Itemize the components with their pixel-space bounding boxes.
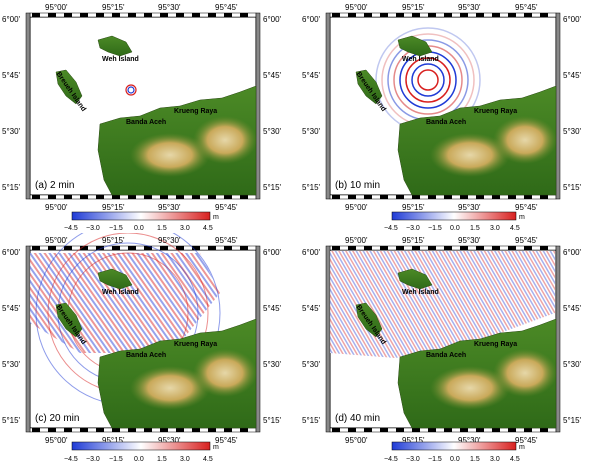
lon-tick: 95°45'	[215, 236, 238, 245]
panel-d-svg: Weh Island Breueh Island Banda Aceh Krue…	[302, 236, 582, 445]
lon-tick: 95°30'	[458, 203, 481, 212]
lat-tick: 5°15'	[302, 183, 321, 192]
lat-tick: 5°15'	[302, 416, 321, 425]
lat-tick: 6°00'	[563, 248, 582, 257]
lat-tick: 5°30'	[563, 360, 582, 369]
lat-tick: 6°00'	[563, 15, 582, 24]
lon-tick: 95°15'	[102, 203, 125, 212]
lon-tick: 95°00'	[345, 436, 368, 445]
lon-tick: 95°15'	[102, 436, 125, 445]
lat-tick: 6°00'	[2, 248, 21, 257]
lon-tick: 95°45'	[215, 203, 238, 212]
lon-tick: 95°00'	[345, 203, 368, 212]
label-weh: Weh Island	[402, 289, 439, 296]
panel-c-svg: Weh Island Breueh Island Banda Aceh Krue…	[2, 220, 282, 445]
lon-tick: 95°15'	[402, 203, 425, 212]
panel-c: Weh Island Breueh Island Banda Aceh Krue…	[0, 220, 300, 465]
lon-tick: 95°45'	[515, 3, 538, 12]
lon-tick: 95°45'	[215, 436, 238, 445]
lon-tick: 95°45'	[215, 3, 238, 12]
lat-tick: 5°30'	[263, 127, 282, 136]
lon-tick: 95°15'	[102, 236, 125, 245]
lat-tick: 5°15'	[263, 416, 282, 425]
panel-a-svg: Weh Island Breueh Island Banda Aceh Krue…	[2, 3, 282, 212]
lat-tick: 6°00'	[302, 248, 321, 257]
label-krueng: Krueng Raya	[174, 341, 217, 348]
lat-tick: 5°45'	[563, 304, 582, 313]
panel-label: (a) 2 min	[35, 180, 74, 191]
label-krueng: Krueng Raya	[474, 108, 517, 115]
lon-tick: 95°45'	[515, 236, 538, 245]
lon-tick: 95°30'	[458, 436, 481, 445]
label-weh: Weh Island	[102, 56, 139, 63]
lat-tick: 5°45'	[263, 304, 282, 313]
lon-tick: 95°30'	[158, 236, 181, 245]
label-banda: Banda Aceh	[126, 119, 166, 126]
lat-tick: 5°30'	[263, 360, 282, 369]
lon-tick: 95°00'	[45, 3, 68, 12]
lon-tick: 95°15'	[102, 3, 125, 12]
lat-tick: 5°15'	[563, 183, 582, 192]
label-weh: Weh Island	[102, 289, 139, 296]
lon-tick: 95°30'	[158, 203, 181, 212]
wave-field	[330, 251, 555, 358]
lat-tick: 5°45'	[563, 71, 582, 80]
panel-b: Weh Island Breueh Island Banda Aceh Krue…	[300, 0, 600, 232]
panel-d: Weh Island Breueh Island Banda Aceh Krue…	[300, 233, 600, 465]
lat-tick: 5°15'	[2, 416, 21, 425]
lat-tick: 5°15'	[2, 183, 21, 192]
lat-tick: 5°45'	[302, 71, 321, 80]
lon-tick: 95°30'	[458, 236, 481, 245]
lat-tick: 5°45'	[263, 71, 282, 80]
label-krueng: Krueng Raya	[174, 108, 217, 115]
label-krueng: Krueng Raya	[474, 341, 517, 348]
lon-tick: 95°30'	[158, 436, 181, 445]
lon-tick: 95°30'	[158, 3, 181, 12]
lon-tick: 95°45'	[515, 203, 538, 212]
lat-tick: 5°30'	[2, 360, 21, 369]
lat-tick: 5°15'	[563, 416, 582, 425]
lat-tick: 6°00'	[302, 15, 321, 24]
lat-tick: 5°45'	[302, 304, 321, 313]
lat-tick: 5°30'	[563, 127, 582, 136]
lat-tick: 6°00'	[263, 15, 282, 24]
lon-tick: 95°00'	[45, 436, 68, 445]
lon-tick: 95°15'	[402, 3, 425, 12]
lon-tick: 95°15'	[402, 236, 425, 245]
label-banda: Banda Aceh	[426, 119, 466, 126]
label-weh: Weh Island	[402, 56, 439, 63]
lat-tick: 5°30'	[302, 360, 321, 369]
panel-a: Weh Island Breueh Island Banda Aceh Krue…	[0, 0, 300, 232]
lat-tick: 5°15'	[263, 183, 282, 192]
lon-tick: 95°00'	[345, 3, 368, 12]
lon-tick: 95°00'	[45, 236, 68, 245]
panel-label: (b) 10 min	[335, 180, 380, 191]
lat-tick: 5°30'	[2, 127, 21, 136]
lat-tick: 5°30'	[302, 127, 321, 136]
lat-tick: 5°45'	[2, 71, 21, 80]
lat-tick: 6°00'	[263, 248, 282, 257]
label-banda: Banda Aceh	[426, 352, 466, 359]
lon-tick: 95°00'	[45, 203, 68, 212]
lat-tick: 5°45'	[2, 304, 21, 313]
lon-tick: 95°30'	[458, 3, 481, 12]
panel-label: (d) 40 min	[335, 413, 380, 424]
label-banda: Banda Aceh	[126, 352, 166, 359]
lon-tick: 95°00'	[345, 236, 368, 245]
lon-tick: 95°15'	[402, 436, 425, 445]
panel-label: (c) 20 min	[35, 413, 79, 424]
breueh-island	[55, 69, 83, 105]
panel-b-svg: Weh Island Breueh Island Banda Aceh Krue…	[302, 3, 582, 212]
weh-island	[97, 35, 133, 57]
lon-tick: 95°45'	[515, 436, 538, 445]
lat-tick: 6°00'	[2, 15, 21, 24]
